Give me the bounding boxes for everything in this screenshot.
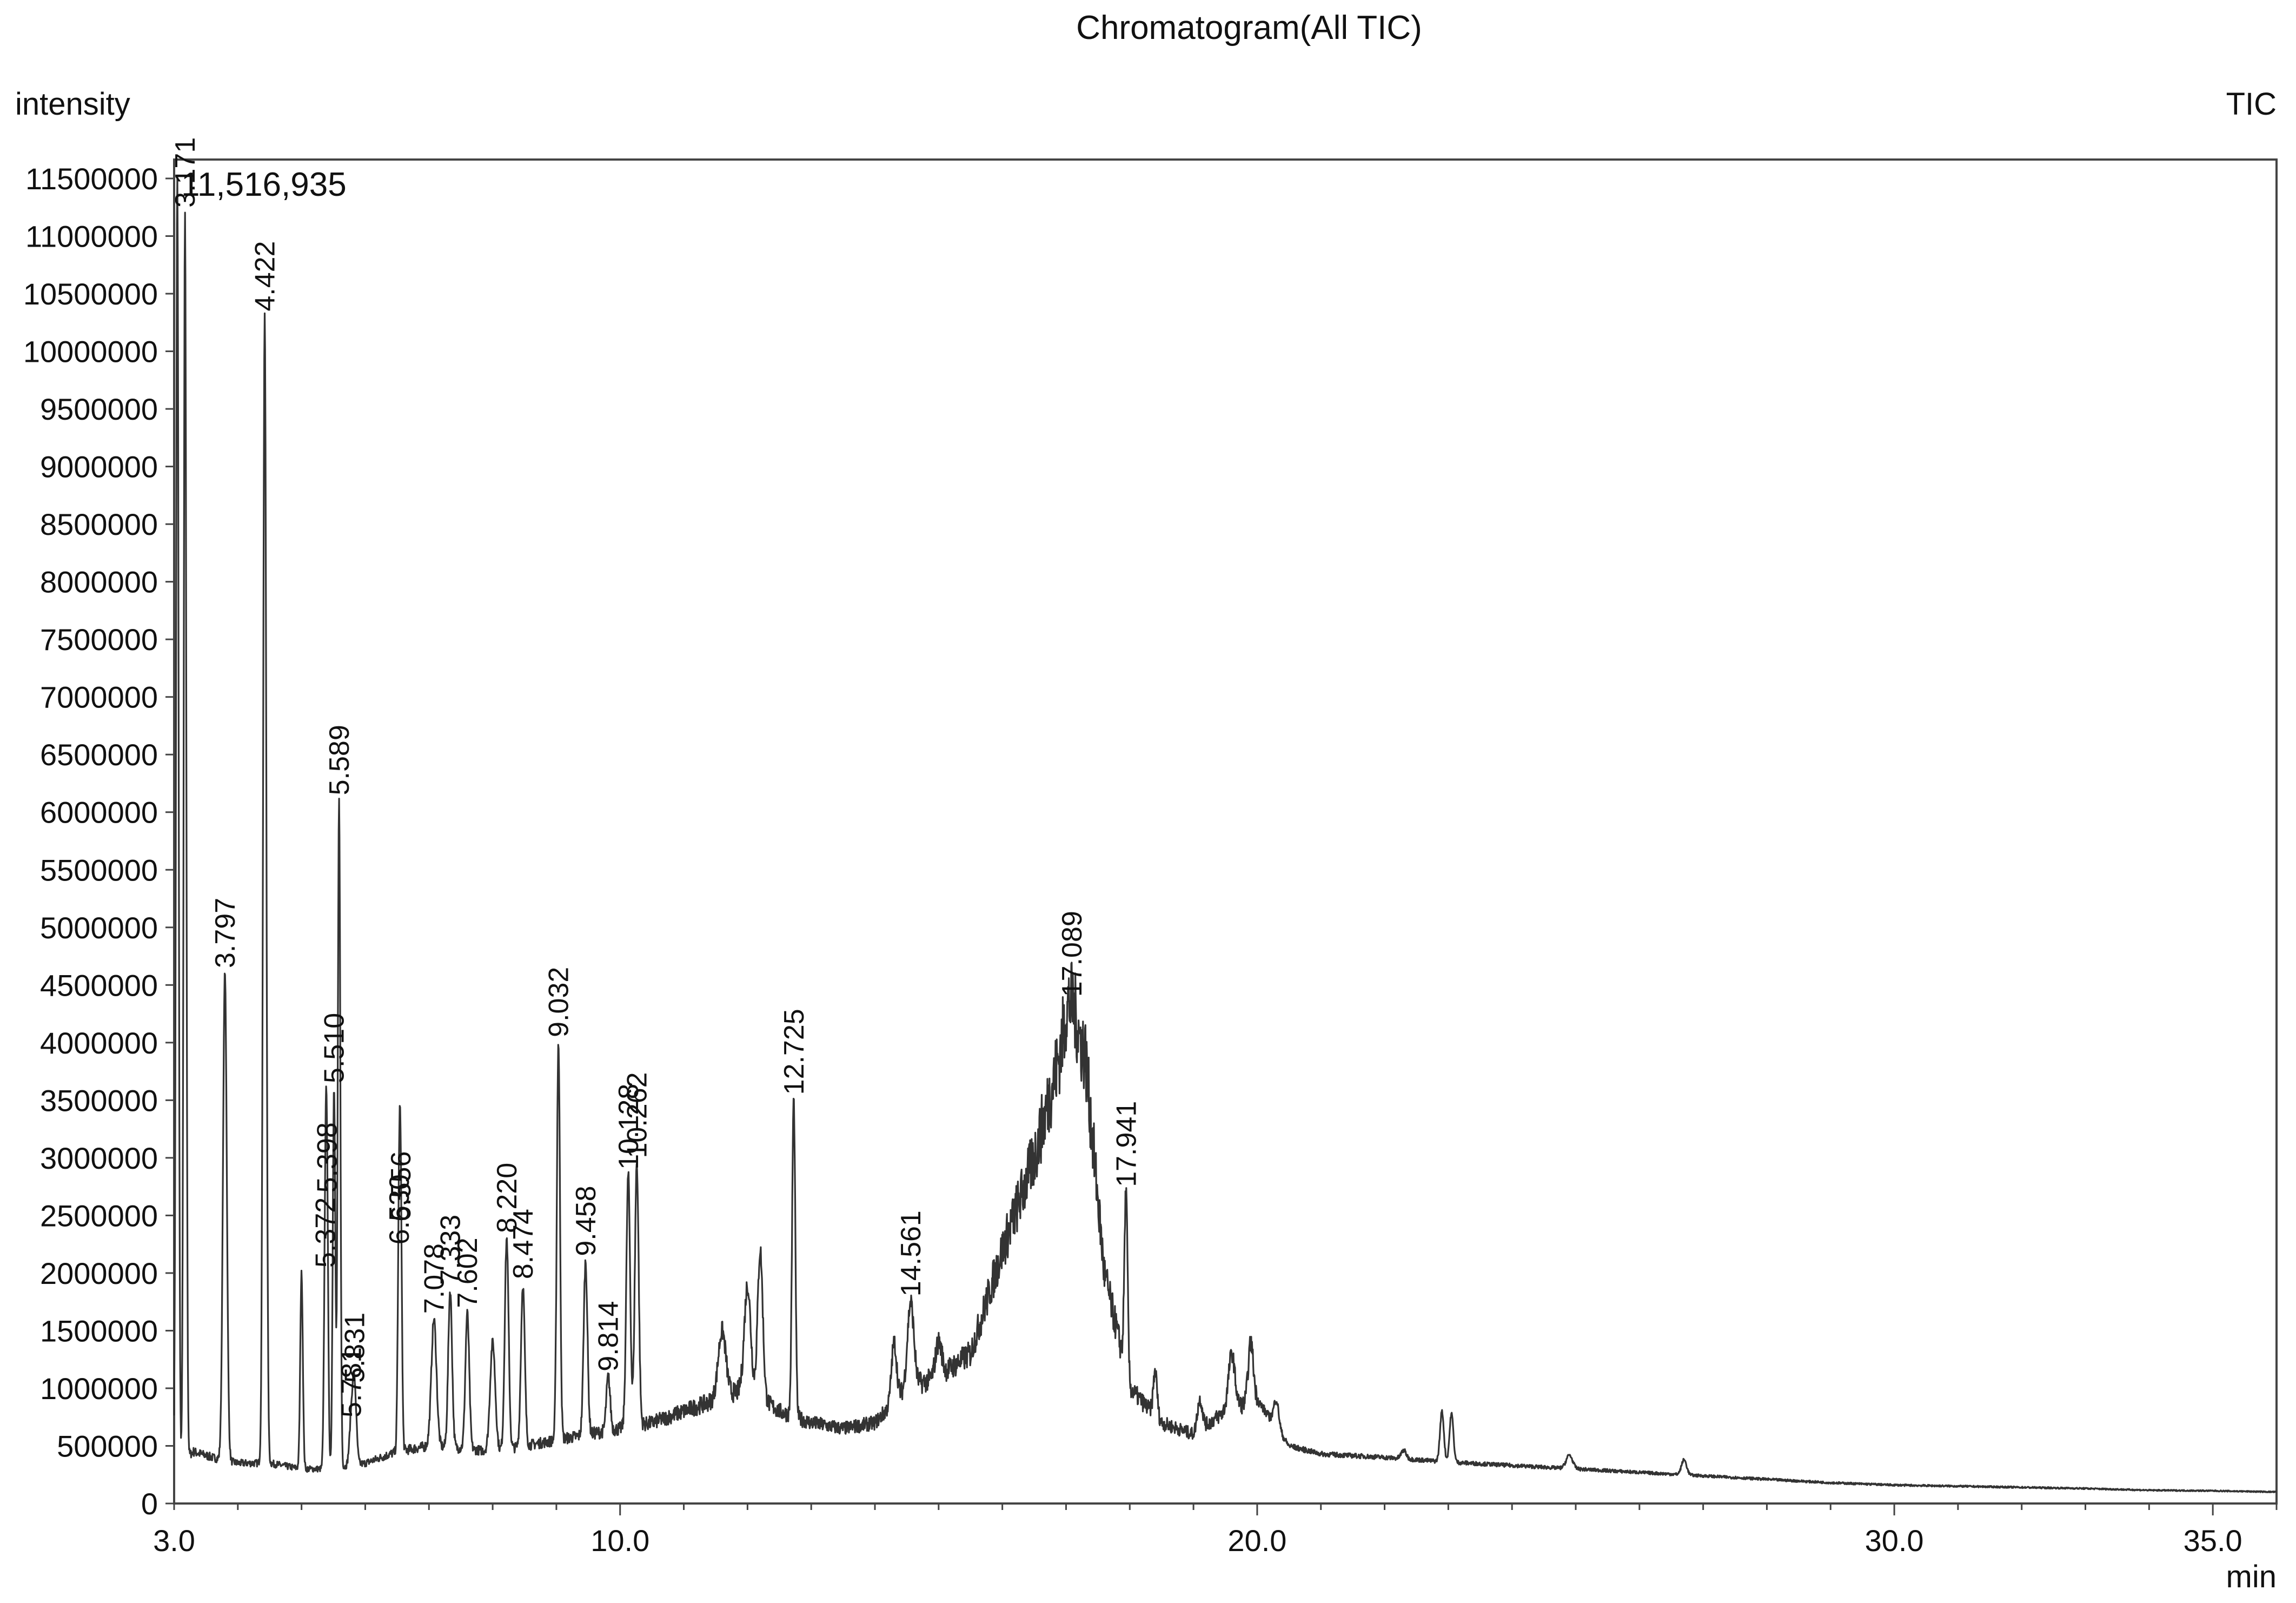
- y-tick-label: 11500000: [25, 162, 158, 196]
- y-tick-label: 9000000: [40, 450, 158, 484]
- peak-label: 7.333: [435, 1215, 466, 1285]
- y-tick-label: 0: [141, 1487, 158, 1521]
- peak-label: 17.941: [1111, 1101, 1142, 1187]
- peak-label: 9.032: [543, 967, 575, 1037]
- chart-title: Chromatogram(All TIC): [1076, 9, 1422, 47]
- peak-labels: 3.171 3.797 4.422 5.372 5.398 5.510 5.589 5.781…: [170, 137, 1142, 1417]
- peak-label: 3.171: [170, 137, 201, 208]
- trace-label: TIC: [2226, 87, 2277, 122]
- y-tick-label: 3500000: [40, 1083, 158, 1117]
- x-tick-label: 20.0: [1227, 1523, 1286, 1558]
- peak-label: 17.089: [1057, 911, 1088, 997]
- peak-label: 9.814: [593, 1301, 625, 1372]
- peak-label: 5.781: [336, 1347, 368, 1417]
- y-tick-label: 11000000: [25, 220, 158, 254]
- peak-label: 6.530: [384, 1174, 415, 1244]
- y-tick-label: 1500000: [40, 1314, 158, 1348]
- peak-label: 10.262: [622, 1072, 653, 1158]
- peak-label: 14.561: [895, 1210, 927, 1296]
- y-tick-label: 4500000: [40, 968, 158, 1002]
- peak-label: 5.372: [310, 1197, 342, 1268]
- y-tick-label: 8000000: [40, 565, 158, 599]
- y-axis: 0 500000 1000000 1500000 2000000 2500000 30000…: [23, 162, 174, 1521]
- y-tick-label: 6500000: [40, 738, 158, 772]
- x-tick-label: 35.0: [2184, 1523, 2242, 1558]
- x-tick-label: 10.0: [590, 1523, 649, 1558]
- peak-label: 4.422: [249, 241, 281, 312]
- y-tick-label: 2000000: [40, 1256, 158, 1290]
- peak-label: 10.128: [613, 1084, 645, 1170]
- y-tick-label: 3000000: [40, 1141, 158, 1175]
- peak-label: 3.797: [210, 898, 241, 968]
- peak-label: 9.458: [570, 1185, 602, 1256]
- peak-label: 5.398: [312, 1122, 343, 1193]
- peak-label: 12.725: [779, 1009, 810, 1095]
- y-tick-label: 8500000: [40, 507, 158, 541]
- y-tick-label: 7500000: [40, 622, 158, 657]
- y-tick-label: 5000000: [40, 911, 158, 945]
- x-axis-label: min: [2226, 1559, 2277, 1594]
- plot-frame: [173, 158, 2278, 1505]
- peak-label: 8.220: [492, 1163, 523, 1233]
- peak-label: 5.831: [339, 1313, 370, 1383]
- peak-label: 6.556: [386, 1151, 417, 1222]
- y-axis-label: intensity: [15, 87, 130, 122]
- tic-trace-line: [173, 175, 2277, 1493]
- peak-label: 8.474: [508, 1209, 539, 1279]
- y-tick-label: 500000: [57, 1429, 158, 1463]
- y-tick-label: 9500000: [40, 392, 158, 426]
- x-axis: 3.0 10.0 20.0 30.0 35.0: [153, 1503, 2278, 1558]
- y-tick-label: 7000000: [40, 680, 158, 714]
- x-tick-label: 30.0: [1865, 1523, 1924, 1558]
- y-tick-label: 6000000: [40, 796, 158, 830]
- y-tick-label: 1000000: [40, 1372, 158, 1406]
- y-tick-label: 4000000: [40, 1026, 158, 1060]
- y-tick-label: 10000000: [23, 335, 158, 369]
- peak-label: 5.589: [324, 725, 355, 795]
- y-tick-label: 2500000: [40, 1198, 158, 1233]
- max-intensity-label: 11,516,935: [181, 166, 347, 203]
- x-tick-label: 3.0: [153, 1523, 195, 1558]
- y-tick-label: 10500000: [23, 277, 158, 311]
- peak-label: 7.078: [419, 1243, 450, 1314]
- peak-label: 5.510: [319, 1013, 350, 1083]
- peak-label: 7.602: [452, 1237, 483, 1308]
- y-tick-label: 5500000: [40, 853, 158, 887]
